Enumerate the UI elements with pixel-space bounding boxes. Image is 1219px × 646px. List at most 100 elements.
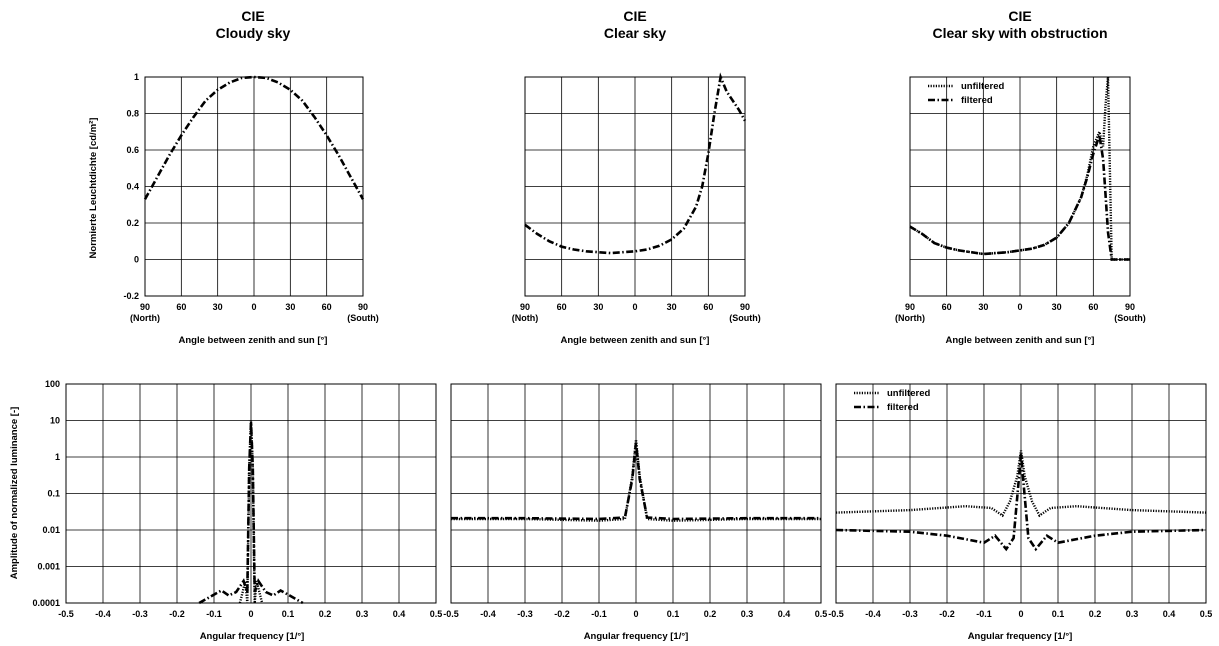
x-tick-label: 0.4 xyxy=(1163,609,1176,619)
x-tick-label: -0.1 xyxy=(976,609,992,619)
x-tick-label: 90 xyxy=(1125,302,1135,312)
x-tick-label: -0.5 xyxy=(58,609,74,619)
x-tick-label: 60 xyxy=(1088,302,1098,312)
x-tick-label: 30 xyxy=(213,302,223,312)
x-tick-label: 30 xyxy=(285,302,295,312)
x-tick-label: 90 xyxy=(740,302,750,312)
plot-cloudy-luminance: 90(North)60 30 0 30 60 90(South)-0.200.20.40.… xyxy=(123,72,378,323)
x-tick-label: 0 xyxy=(1017,302,1022,312)
x-tick-label: -0.3 xyxy=(902,609,918,619)
title-clear: CIE Clear sky xyxy=(604,8,666,41)
title-clear-line1: CIE xyxy=(623,8,646,24)
x-tick-label: 30 xyxy=(593,302,603,312)
x-tick-label: 0.5 xyxy=(1200,609,1213,619)
series-line-filtered xyxy=(909,134,1130,261)
series-line-unfiltered xyxy=(835,450,1207,518)
title-obstruction-line2: Clear sky with obstruction xyxy=(932,25,1107,41)
x-tick-sublabel: (North) xyxy=(895,313,925,323)
x-tick-label: 0.5 xyxy=(815,609,828,619)
x-tick-label: 0 xyxy=(632,302,637,312)
x-tick-label: 0.2 xyxy=(704,609,717,619)
plot-cloudy-spectrum: -0.5 -0.4 -0.3 -0.2 -0.1 0 0.1 0.2 0.3 0.4 0.5 0.00… xyxy=(32,379,442,619)
x-tick-label: 90 xyxy=(140,302,150,312)
x-tick-label: 0.3 xyxy=(741,609,754,619)
series-line-dotted xyxy=(451,439,821,522)
bottom-xlabel-2: Angular frequency [1/°] xyxy=(584,631,689,642)
plot-obstruction-spectrum: -0.5 -0.4 -0.3 -0.2 -0.1 0 0.1 0.2 0.3 0.4 0.5 unfi… xyxy=(828,383,1213,619)
series-line-dash-dot xyxy=(524,72,747,255)
y-tick-label: 100 xyxy=(45,379,60,389)
series-line-dash-dot xyxy=(198,422,304,605)
y-tick-label: 0.0001 xyxy=(32,598,60,608)
x-tick-label: 0.3 xyxy=(356,609,369,619)
x-tick-label: -0.5 xyxy=(443,609,459,619)
plot-clear-spectrum: -0.5 -0.4 -0.3 -0.2 -0.1 0 0.1 0.2 0.3 0.4 0.5 xyxy=(443,383,828,619)
plot-frame xyxy=(524,76,746,297)
series-line-dash-dot xyxy=(143,75,365,200)
legend-label-filtered: filtered xyxy=(887,402,919,413)
x-tick-label: 0.1 xyxy=(1052,609,1065,619)
series-line-dash-dot xyxy=(451,442,821,521)
y-tick-label: 1 xyxy=(55,452,60,462)
x-tick-label: 0.4 xyxy=(778,609,791,619)
x-tick-label: 60 xyxy=(942,302,952,312)
x-tick-sublabel: (North) xyxy=(130,313,160,323)
x-tick-label: -0.4 xyxy=(865,609,881,619)
x-tick-sublabel: (South) xyxy=(729,313,761,323)
y-tick-label: 0.01 xyxy=(42,525,60,535)
top-ylabel: Normierte Leuchtdichte [cd/m²] xyxy=(88,118,99,259)
legend-label-unfiltered: unfiltered xyxy=(887,388,930,399)
x-tick-label: -0.1 xyxy=(591,609,607,619)
x-tick-label: 0.1 xyxy=(667,609,680,619)
x-tick-label: 60 xyxy=(322,302,332,312)
plot-clear-luminance: 90(Noth)60 30 0 30 60 90(South) xyxy=(512,72,761,323)
x-tick-label: 0 xyxy=(633,609,638,619)
plot-frame xyxy=(450,383,822,604)
plot-frame xyxy=(65,383,437,604)
x-tick-label: 0.4 xyxy=(393,609,406,619)
x-tick-label: 0.2 xyxy=(1089,609,1102,619)
plot-frame xyxy=(835,383,1207,604)
legend-label-filtered: filtered xyxy=(961,95,993,106)
x-tick-sublabel: (South) xyxy=(347,313,379,323)
bottom-ylabel: Amplitude of normalized luminance [-] xyxy=(9,407,20,580)
x-tick-sublabel: (Noth) xyxy=(512,313,539,323)
series-line-filtered xyxy=(835,453,1207,552)
legend-label-unfiltered: unfiltered xyxy=(961,81,1004,92)
x-tick-label: 0.3 xyxy=(1126,609,1139,619)
y-tick-label: 0.8 xyxy=(126,109,139,119)
y-tick-label: 0.001 xyxy=(37,562,60,572)
x-tick-label: -0.2 xyxy=(169,609,185,619)
x-tick-label: 90 xyxy=(358,302,368,312)
x-tick-label: 0.1 xyxy=(282,609,295,619)
x-tick-label: 30 xyxy=(978,302,988,312)
x-tick-label: 0 xyxy=(1018,609,1023,619)
x-tick-label: 60 xyxy=(176,302,186,312)
y-tick-label: 0 xyxy=(134,255,139,265)
x-tick-label: 90 xyxy=(905,302,915,312)
plot-frame xyxy=(144,76,364,297)
x-tick-label: 0 xyxy=(251,302,256,312)
x-tick-label: -0.1 xyxy=(206,609,222,619)
x-tick-label: -0.3 xyxy=(132,609,148,619)
x-tick-label: -0.2 xyxy=(939,609,955,619)
y-tick-label: -0.2 xyxy=(123,291,139,301)
x-tick-sublabel: (South) xyxy=(1114,313,1146,323)
plot-frame xyxy=(909,76,1131,297)
title-obstruction: CIE Clear sky with obstruction xyxy=(932,8,1107,41)
x-tick-label: 60 xyxy=(703,302,713,312)
x-tick-label: -0.4 xyxy=(95,609,111,619)
title-cloudy: CIE Cloudy sky xyxy=(216,8,291,41)
bottom-xlabel-3: Angular frequency [1/°] xyxy=(968,631,1073,642)
x-tick-label: 60 xyxy=(557,302,567,312)
x-tick-label: -0.5 xyxy=(828,609,844,619)
x-tick-label: 0 xyxy=(248,609,253,619)
y-tick-label: 1 xyxy=(134,72,139,82)
title-obstruction-line1: CIE xyxy=(1008,8,1031,24)
title-cloudy-line2: Cloudy sky xyxy=(216,25,291,41)
top-xlabel-1: Angle between zenith and sun [°] xyxy=(179,335,328,346)
y-tick-label: 0.2 xyxy=(126,218,139,228)
y-tick-label: 0.1 xyxy=(47,489,60,499)
x-tick-label: 90 xyxy=(520,302,530,312)
